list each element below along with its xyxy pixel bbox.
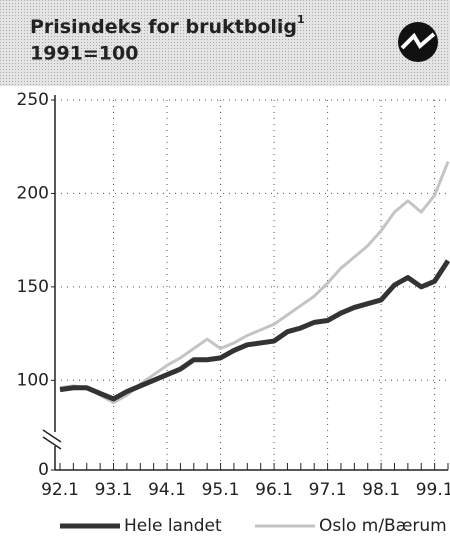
axis-break <box>42 436 62 450</box>
legend-label: Hele landet <box>124 516 222 536</box>
y-tick-label: 100 <box>17 370 49 390</box>
title-text: Prisindeks for bruktbolig <box>30 16 297 38</box>
x-tick-label: 92.1 <box>41 480 79 500</box>
x-tick-label: 93.1 <box>95 480 133 500</box>
x-tick-label: 99.1 <box>416 480 450 500</box>
legend-label: Oslo m/Bærum <box>319 516 447 536</box>
y-tick-label: 250 <box>17 90 49 110</box>
y-tick-label: 0 <box>38 460 49 480</box>
x-tick-label: 98.1 <box>362 480 400 500</box>
x-tick-label: 97.1 <box>309 480 347 500</box>
series-line <box>59 259 450 402</box>
axis-break <box>42 429 62 443</box>
series-line <box>59 161 450 405</box>
x-tick-label: 96.1 <box>255 480 293 500</box>
title-footnote: 1 <box>297 13 305 26</box>
y-tick-label: 200 <box>17 183 49 203</box>
y-tick-label: 150 <box>17 277 49 297</box>
chart-subtitle: 1991=100 <box>30 43 138 65</box>
header-box <box>0 0 450 86</box>
x-tick-label: 94.1 <box>148 480 186 500</box>
chart-title: Prisindeks for bruktbolig1 <box>30 13 305 38</box>
x-tick-label: 95.1 <box>202 480 240 500</box>
axis-break-gap <box>51 432 59 446</box>
logo <box>398 22 438 62</box>
